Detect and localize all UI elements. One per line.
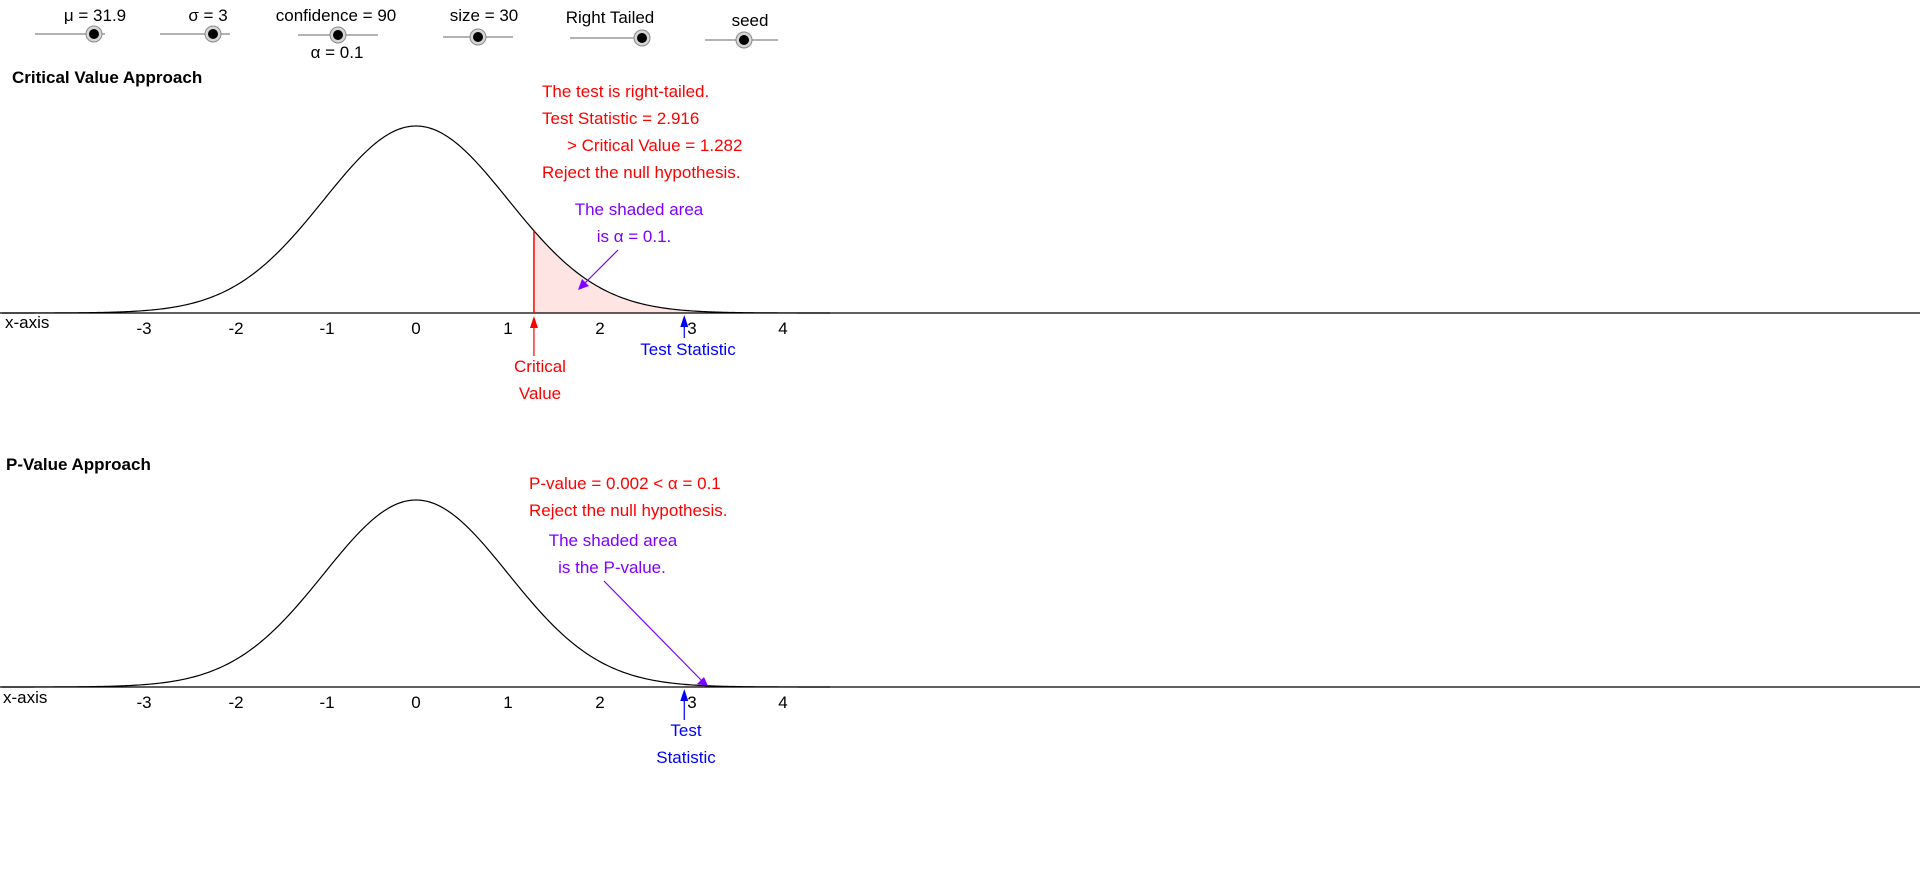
tick-label: -1 (319, 319, 334, 338)
tick-label: -3 (136, 693, 151, 712)
p-value-result-line: P-value = 0.002 < α = 0.1 (529, 474, 721, 493)
p-value-result-line: Reject the null hypothesis. (529, 501, 727, 520)
test-statistic-label-2-line1: Test (670, 721, 701, 740)
axis-ticks-1: -3 -2 -1 0 1 2 3 4 (136, 319, 787, 338)
result-line: > Critical Value = 1.282 (567, 136, 742, 155)
critical-value-label-line2: Value (519, 384, 561, 403)
critical-value-panel: Critical Value Approach x-axis -3 -2 -1 … (0, 68, 1920, 403)
tick-label: 3 (687, 319, 696, 338)
p-area-note-line1: The shaded area (549, 531, 678, 550)
tick-label: 4 (778, 319, 787, 338)
tick-label: 0 (411, 693, 420, 712)
tick-label: 1 (503, 319, 512, 338)
slider-sigma-label: σ = 3 (188, 6, 227, 25)
slider-sigma[interactable]: σ = 3 (160, 6, 230, 43)
slider-seed[interactable]: seed (705, 11, 778, 49)
slider-sigma-handle[interactable] (204, 25, 222, 43)
slider-confidence-handle[interactable] (329, 26, 347, 44)
tick-label: -2 (228, 693, 243, 712)
p-value-panel: P-Value Approach x-axis -3 -2 -1 0 1 2 3… (0, 455, 1920, 767)
tick-label: 0 (411, 319, 420, 338)
tick-label: 3 (687, 693, 696, 712)
tick-label: 4 (778, 693, 787, 712)
alpha-readout: α = 0.1 (311, 43, 364, 62)
rejection-region-shade (533, 230, 830, 313)
test-statistic-arrowhead-1 (680, 315, 689, 327)
slider-tail-handle[interactable] (633, 29, 651, 47)
slider-confidence[interactable]: confidence = 90 α = 0.1 (276, 6, 397, 62)
p-area-note-arrowhead (697, 677, 708, 686)
slider-seed-handle[interactable] (735, 31, 753, 49)
p-area-note-line2: is the P-value. (558, 558, 666, 577)
slider-seed-label: seed (732, 11, 769, 30)
result-line: Test Statistic = 2.916 (542, 109, 699, 128)
result-line: The test is right-tailed. (542, 82, 709, 101)
critical-value-arrowhead (529, 316, 538, 328)
normal-curve-1 (2, 125, 830, 314)
x-axis-label-1: x-axis (5, 313, 49, 332)
x-axis-label-2: x-axis (3, 688, 47, 707)
slider-size-label: size = 30 (450, 6, 519, 25)
tick-label: -3 (136, 319, 151, 338)
area-note-line1: The shaded area (575, 200, 704, 219)
tick-label: -1 (319, 693, 334, 712)
slider-mu-handle[interactable] (85, 25, 103, 43)
tick-label: 1 (503, 693, 512, 712)
area-note-line2: is α = 0.1. (597, 227, 672, 246)
tick-label: 2 (595, 693, 604, 712)
slider-size-handle[interactable] (469, 28, 487, 46)
critical-value-label-line1: Critical (514, 357, 566, 376)
normal-curve-2 (2, 499, 830, 688)
slider-tail-label: Right Tailed (566, 8, 655, 27)
test-statistic-label-2-line2: Statistic (656, 748, 716, 767)
slider-confidence-label: confidence = 90 (276, 6, 397, 25)
tick-label: 2 (595, 319, 604, 338)
test-statistic-arrowhead-2 (680, 689, 689, 701)
area-note-arrowhead-1 (578, 279, 589, 290)
axis-ticks-2: -3 -2 -1 0 1 2 3 4 (136, 693, 787, 712)
slider-mu[interactable]: μ = 31.9 (35, 6, 126, 43)
slider-size[interactable]: size = 30 (443, 6, 519, 46)
panel1-title: Critical Value Approach (12, 68, 202, 87)
tick-label: -2 (228, 319, 243, 338)
result-line: Reject the null hypothesis. (542, 163, 740, 182)
slider-tail[interactable]: Right Tailed (566, 8, 655, 47)
test-statistic-label-1: Test Statistic (640, 340, 736, 359)
area-note-arrow-1 (580, 249, 619, 288)
slider-mu-label: μ = 31.9 (64, 6, 126, 25)
p-area-note-arrow (603, 580, 704, 683)
panel2-title: P-Value Approach (6, 455, 151, 474)
